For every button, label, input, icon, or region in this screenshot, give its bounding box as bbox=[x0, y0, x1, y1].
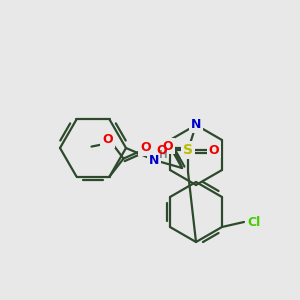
Text: H: H bbox=[159, 150, 167, 160]
Text: N: N bbox=[149, 154, 159, 166]
Text: N: N bbox=[191, 118, 201, 131]
Text: Cl: Cl bbox=[248, 215, 261, 229]
Text: O: O bbox=[209, 143, 219, 157]
Text: S: S bbox=[183, 143, 193, 157]
Text: O: O bbox=[140, 141, 151, 154]
Text: O: O bbox=[163, 140, 173, 152]
Text: N: N bbox=[149, 154, 159, 166]
Text: O: O bbox=[163, 140, 173, 152]
Text: N: N bbox=[191, 118, 201, 131]
Text: O: O bbox=[209, 143, 219, 157]
Text: O: O bbox=[157, 143, 167, 157]
Text: S: S bbox=[183, 143, 193, 157]
Text: Cl: Cl bbox=[248, 215, 261, 229]
Text: O: O bbox=[157, 143, 167, 157]
Text: O: O bbox=[102, 133, 113, 146]
Text: O: O bbox=[102, 133, 113, 146]
Text: O: O bbox=[140, 141, 151, 154]
